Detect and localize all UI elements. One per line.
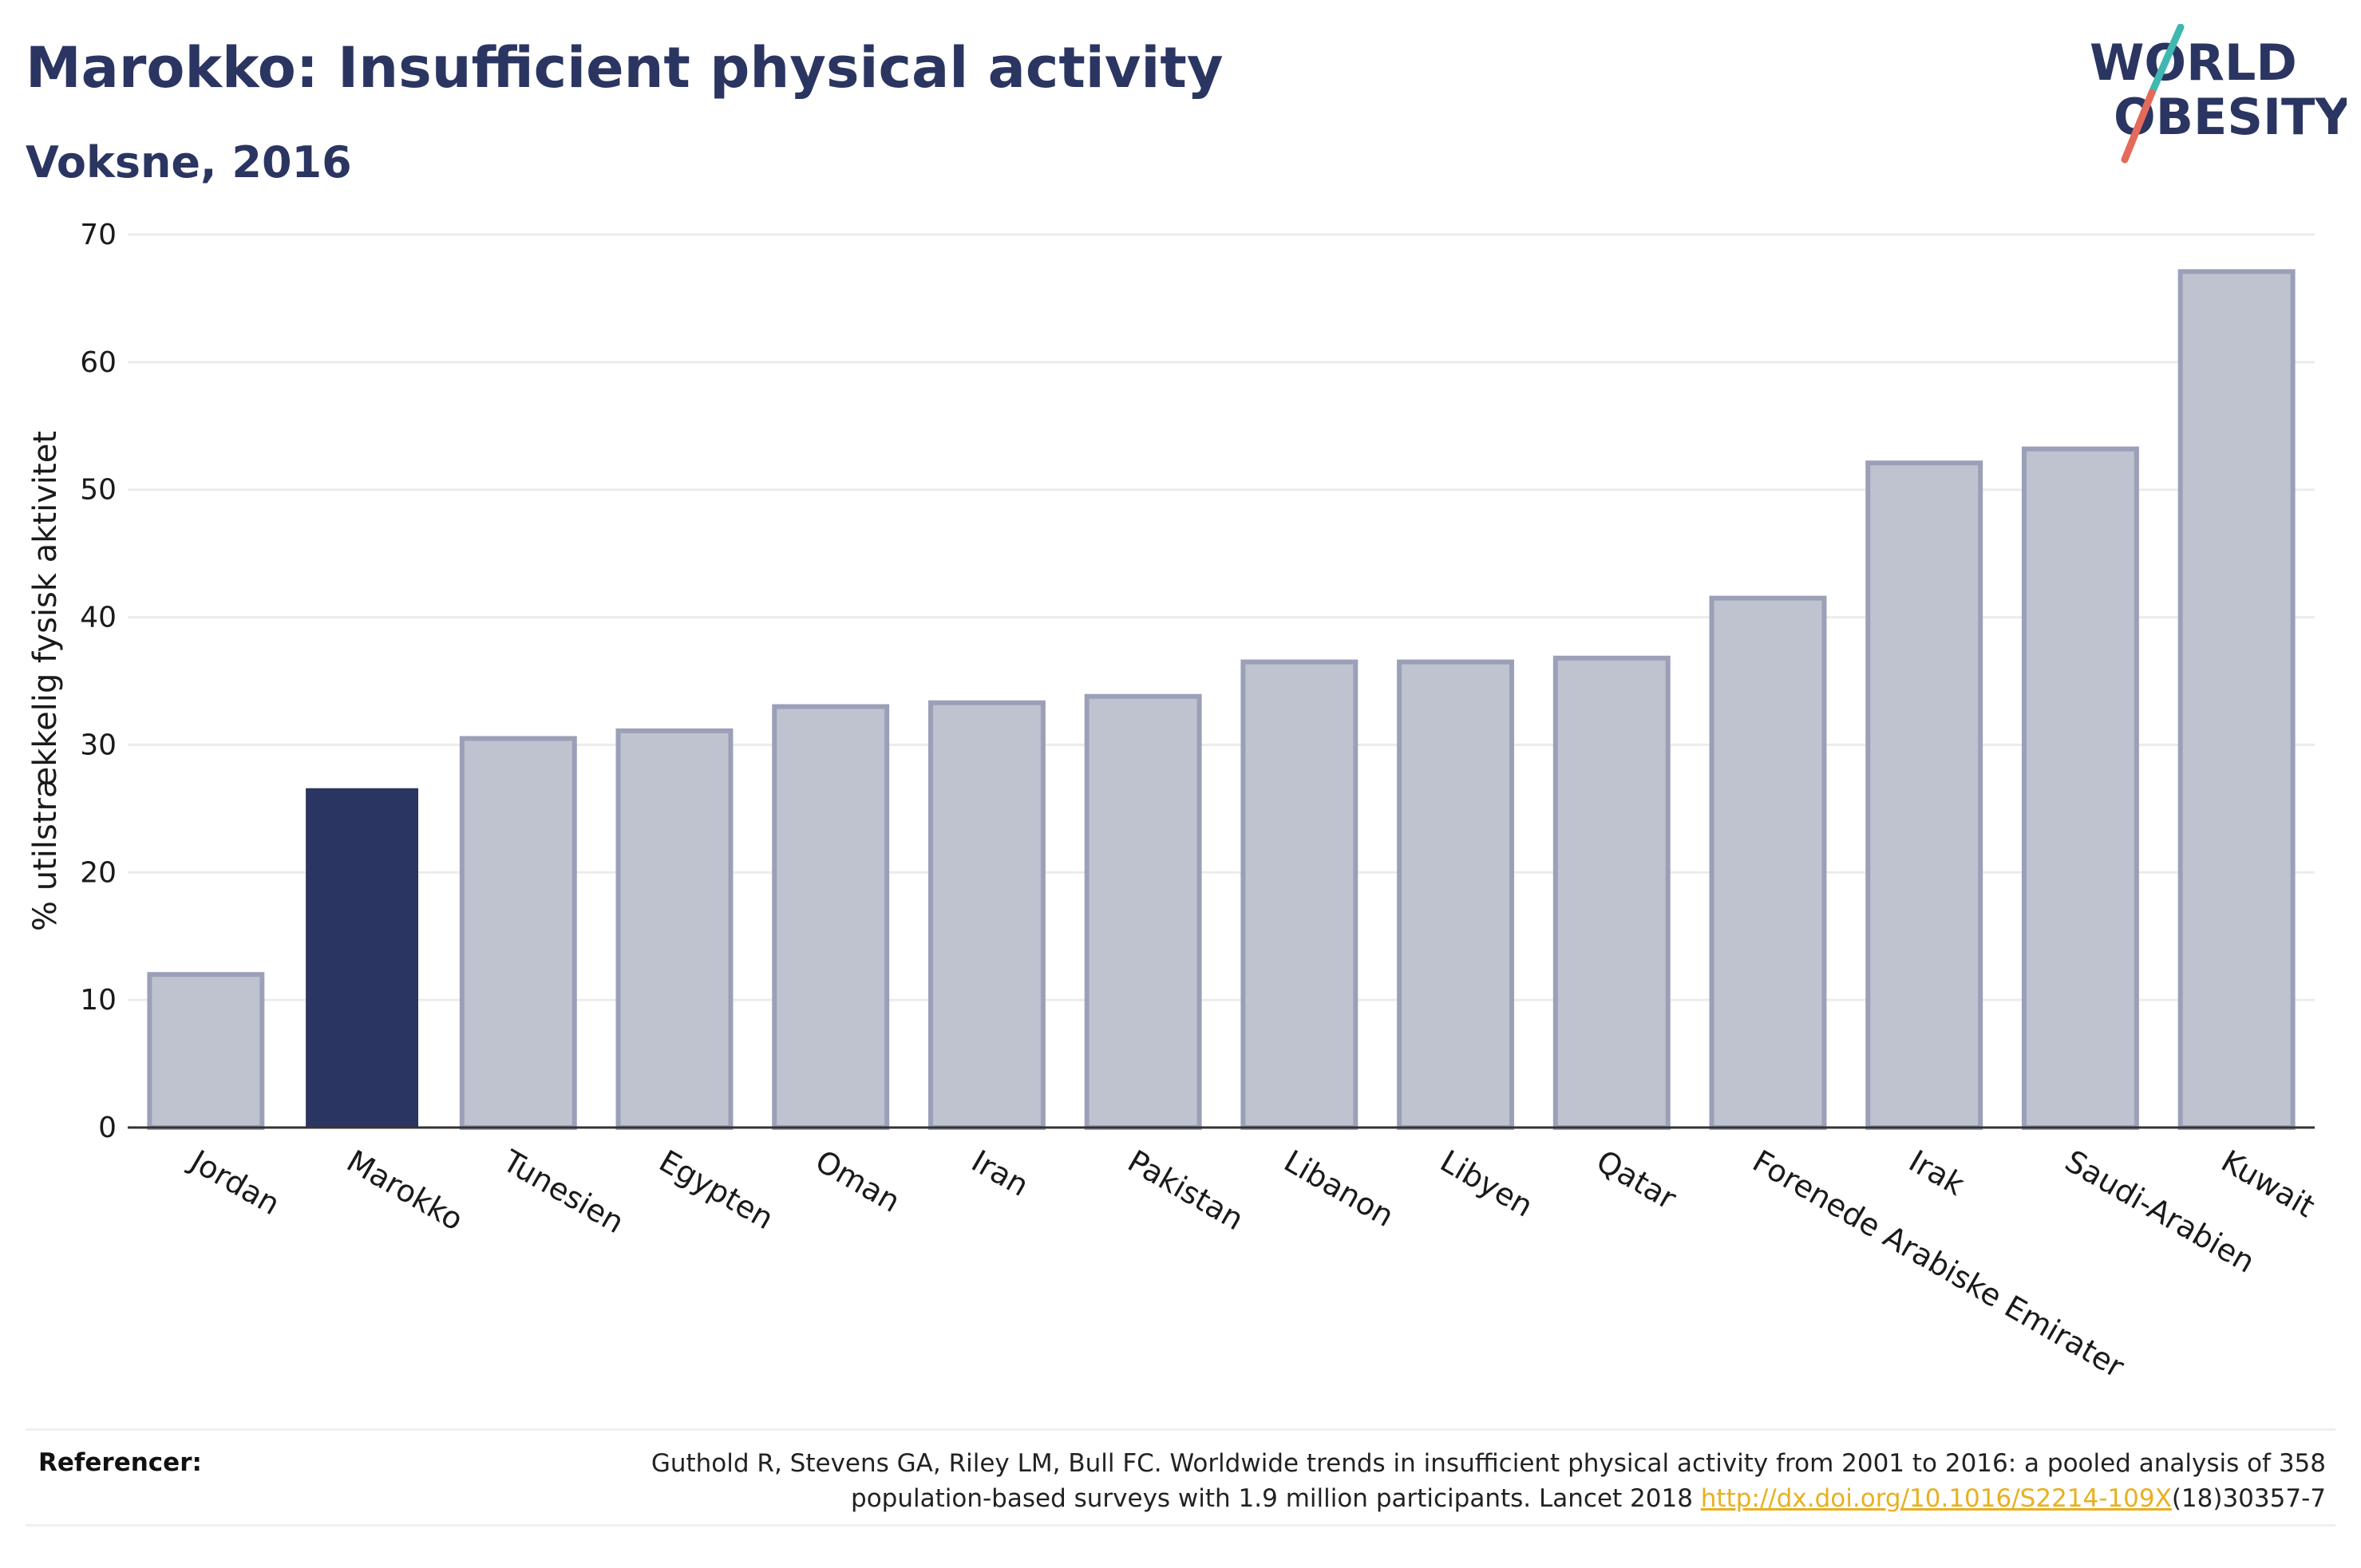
bar-jordan bbox=[147, 972, 265, 1130]
bar-chart: 0 10 20 30 40 50 60 70 Jordan Marokko Tunesien Egy… bbox=[27, 219, 2321, 1385]
bar-irak bbox=[1865, 460, 1983, 1130]
y-axis-label: % utilstrækkelig fysisk aktivitet bbox=[27, 431, 64, 931]
y-tick-label: 70 bbox=[80, 219, 117, 251]
y-tick-label: 0 bbox=[98, 1112, 117, 1144]
y-tick-label: 30 bbox=[80, 729, 117, 761]
bar-egypten bbox=[615, 728, 734, 1130]
y-tick-labels: 0 10 20 30 40 50 60 70 bbox=[80, 219, 117, 1144]
bar-libyen bbox=[1397, 659, 1515, 1130]
bar-kuwait bbox=[2177, 269, 2296, 1131]
x-tick-label: Libanon bbox=[1278, 1143, 1399, 1234]
references-line2-suffix: (18)30357-7 bbox=[2171, 1484, 2326, 1513]
logo-slash-red bbox=[2121, 89, 2156, 164]
bar-oman bbox=[772, 704, 890, 1130]
x-tick-labels: Jordan Marokko Tunesien Egypten Oman Iran Paki… bbox=[184, 1143, 2321, 1385]
bar-forenede-arabiske-emirater bbox=[1709, 595, 1827, 1130]
chart-title: Marokko: Insufficient physical activity bbox=[26, 35, 1224, 101]
x-tick-label: Egypten bbox=[654, 1143, 780, 1237]
x-tick-label: Pakistan bbox=[1122, 1143, 1250, 1238]
x-tick-label: Tunesien bbox=[496, 1143, 630, 1240]
y-tick-label: 20 bbox=[80, 856, 117, 889]
x-tick-label: Irak bbox=[1903, 1143, 1970, 1203]
logo-slash-teal bbox=[2148, 24, 2185, 97]
bar-tunesien bbox=[459, 736, 577, 1131]
y-tick-label: 40 bbox=[80, 602, 117, 634]
y-tick-label: 60 bbox=[80, 346, 117, 379]
references-top-rule bbox=[26, 1428, 2335, 1431]
bar-pakistan bbox=[1084, 693, 1202, 1130]
world-obesity-logo: WORLD OBESITY bbox=[2090, 24, 2347, 164]
references-line2-text: population-based surveys with 1.9 millio… bbox=[851, 1484, 1701, 1513]
bar-iran bbox=[927, 700, 1046, 1130]
doi-link[interactable]: http://dx.doi.org/10.1016/S2214-109X bbox=[1700, 1484, 2172, 1513]
y-tick-label: 10 bbox=[80, 984, 117, 1017]
bars bbox=[147, 269, 2296, 1131]
references-label: Referencer: bbox=[38, 1448, 202, 1477]
x-tick-label: Jordan bbox=[184, 1143, 286, 1222]
references-line2: population-based surveys with 1.9 millio… bbox=[570, 1481, 2326, 1516]
x-tick-label: Oman bbox=[809, 1143, 906, 1219]
references-text: Guthold R, Stevens GA, Riley LM, Bull FC… bbox=[570, 1446, 2326, 1516]
x-tick-label: Libyen bbox=[1434, 1143, 1539, 1224]
chart-subtitle: Voksne, 2016 bbox=[26, 137, 352, 188]
references-line1: Guthold R, Stevens GA, Riley LM, Bull FC… bbox=[651, 1449, 2326, 1478]
bar-libanon bbox=[1240, 659, 1358, 1130]
grid-lines bbox=[128, 233, 2315, 1001]
references-bottom-rule bbox=[26, 1524, 2335, 1527]
logo-line1: WORLD bbox=[2090, 34, 2297, 92]
bar-saudi-arabien bbox=[2021, 446, 2139, 1130]
x-tick-label: Qatar bbox=[1591, 1143, 1683, 1217]
x-tick-label: Marokko bbox=[341, 1143, 469, 1238]
bar-marokko bbox=[306, 788, 419, 1128]
bar-qatar bbox=[1552, 655, 1671, 1130]
x-tick-label: Iran bbox=[966, 1143, 1034, 1203]
y-tick-label: 50 bbox=[80, 474, 117, 507]
x-tick-label: Kuwait bbox=[2216, 1143, 2321, 1225]
